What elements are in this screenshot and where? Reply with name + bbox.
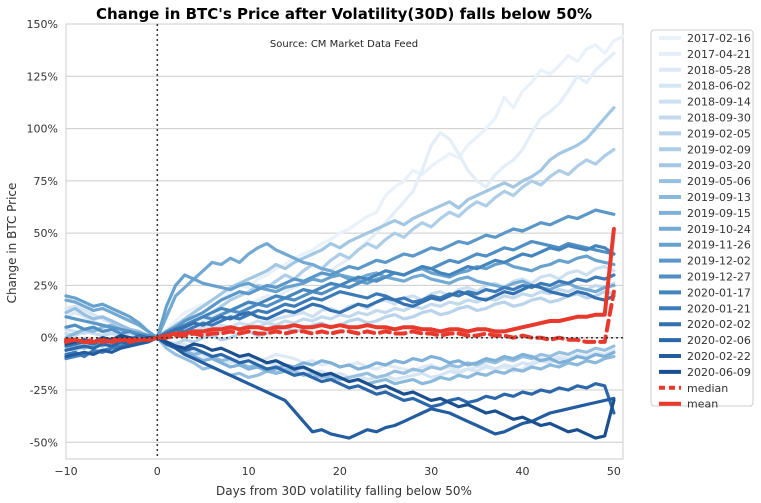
legend-label: 2020-02-06 <box>687 334 751 347</box>
legend-label: 2017-02-16 <box>687 32 751 45</box>
legend-box <box>650 29 754 407</box>
legend-label: 2020-01-17 <box>687 286 751 299</box>
y-tick-label: 0% <box>41 332 58 345</box>
x-axis-label: Days from 30D volatility falling below 5… <box>216 484 472 498</box>
x-tick-label: 10 <box>242 465 256 478</box>
legend-label: 2018-09-14 <box>687 96 751 109</box>
legend-label: 2019-12-02 <box>687 255 751 268</box>
legend-label: 2019-12-27 <box>687 271 751 284</box>
legend-label: 2019-09-15 <box>687 207 751 220</box>
legend-label: 2019-02-09 <box>687 143 751 156</box>
legend-label: 2019-09-13 <box>687 191 751 204</box>
legend: 2017-02-16 2017-04-21 2018-05-28 2018-06-02… <box>650 29 754 411</box>
y-tick-label: -25% <box>30 384 58 397</box>
x-tick-label: 40 <box>516 465 530 478</box>
y-axis-label: Change in BTC Price <box>5 183 19 304</box>
legend-label: 2020-01-21 <box>687 302 751 315</box>
x-tick-label: 20 <box>333 465 347 478</box>
x-tick-label: −10 <box>54 465 77 478</box>
series-line-median <box>64 289 616 344</box>
legend-label: 2019-11-26 <box>687 239 751 252</box>
x-tick-label: 30 <box>424 465 438 478</box>
y-tick-label: -50% <box>30 436 58 449</box>
plot-frame <box>65 23 624 460</box>
legend-label: 2019-10-24 <box>687 223 751 236</box>
axis-ticks: -50% -25% 0% 25% 50% 75% 100% 125% 150% −10 0 10 20 3… <box>27 18 621 478</box>
source-annotation: Source: CM Market Data Feed <box>270 39 418 50</box>
legend-label: 2017-04-21 <box>687 48 751 61</box>
legend-label: 2018-06-02 <box>687 80 751 93</box>
y-tick-label: 25% <box>34 279 58 292</box>
x-tick-label: 0 <box>154 465 161 478</box>
y-tick-label: 125% <box>27 70 58 83</box>
legend-label: mean <box>687 398 718 411</box>
legend-label: 2019-02-05 <box>687 127 751 140</box>
plot-area <box>65 23 624 460</box>
legend-label: 2019-03-20 <box>687 159 751 172</box>
x-tick-label: 50 <box>607 465 621 478</box>
legend-label: 2020-06-09 <box>687 366 751 379</box>
chart-title: Change in BTC's Price after Volatility(3… <box>96 5 592 23</box>
y-tick-label: 75% <box>34 175 58 188</box>
y-tick-label: 150% <box>27 18 58 31</box>
legend-label: 2020-02-22 <box>687 350 751 363</box>
legend-label: 2020-02-02 <box>687 318 751 331</box>
legend-label: 2019-05-06 <box>687 175 751 188</box>
legend-label: median <box>687 382 728 395</box>
y-tick-label: 100% <box>27 123 58 136</box>
legend-label: 2018-09-30 <box>687 112 751 125</box>
legend-label: 2018-05-28 <box>687 64 751 77</box>
y-tick-label: 50% <box>34 227 58 240</box>
